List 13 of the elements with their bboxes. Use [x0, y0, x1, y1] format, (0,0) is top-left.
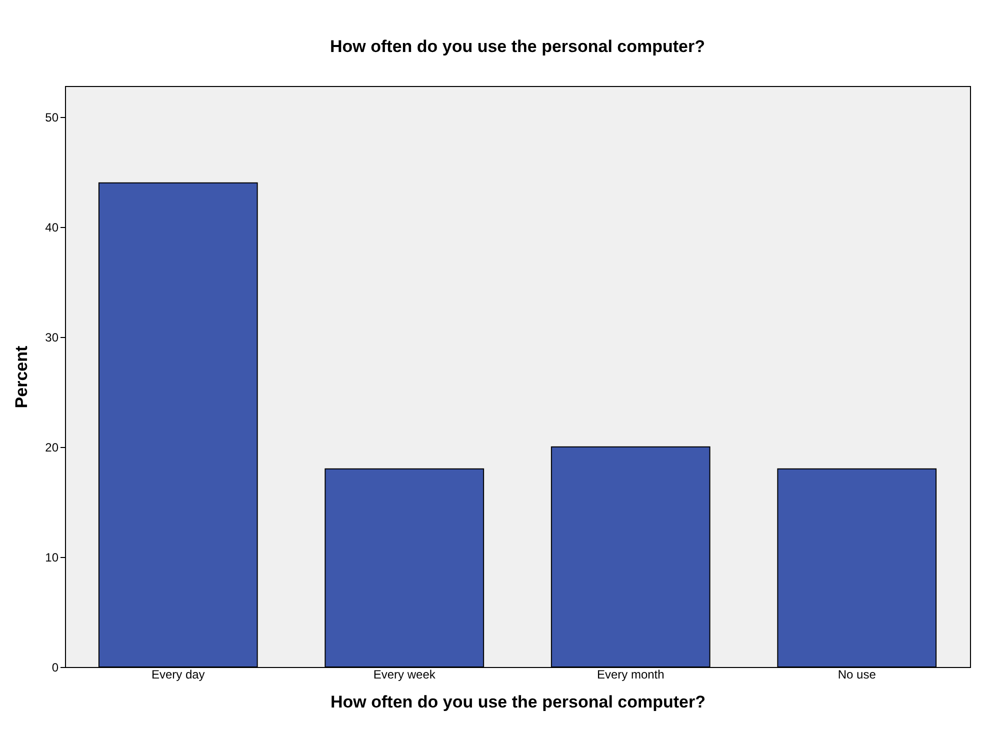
chart-title: How often do you use the personal computer? — [330, 37, 705, 56]
x-tick-label: Every week — [373, 668, 436, 682]
x-tick-label: No use — [838, 668, 876, 682]
y-tick-label: 50 — [45, 110, 59, 124]
y-tick-label: 20 — [45, 440, 59, 454]
y-axis-title: Percent — [12, 345, 32, 408]
y-tick-label: 0 — [52, 660, 59, 674]
y-tick-label: 40 — [45, 220, 59, 234]
x-tick-label: Every month — [596, 668, 664, 682]
x-axis-title: How often do you use the personal computer? — [330, 692, 706, 712]
y-tick-label: 30 — [45, 330, 59, 344]
x-tick-label: Every day — [151, 668, 205, 682]
y-tick-label: 10 — [45, 550, 59, 564]
